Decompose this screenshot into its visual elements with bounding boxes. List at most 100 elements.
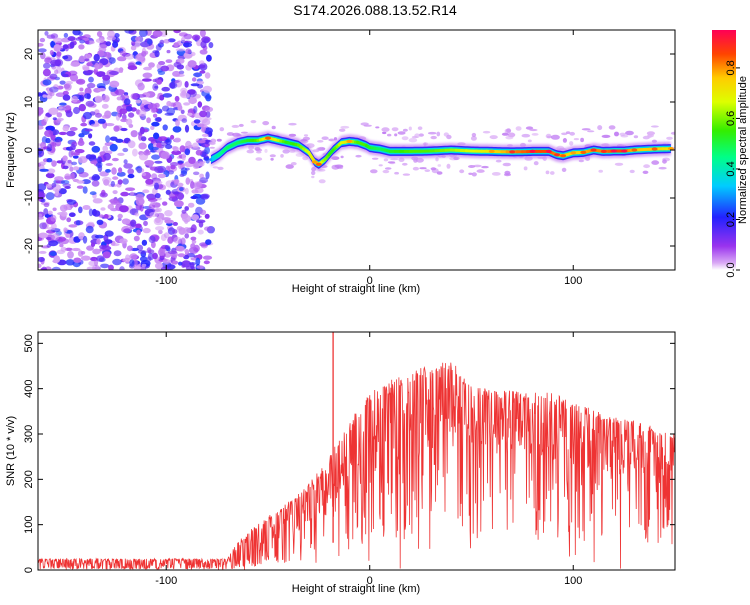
- noise-speckle: [209, 42, 214, 48]
- snr-ytick-label: 400: [23, 379, 35, 397]
- noise-speckle: [651, 125, 659, 127]
- noise-speckle: [170, 165, 175, 170]
- noise-speckle: [120, 192, 129, 197]
- noise-speckle: [178, 262, 182, 266]
- noise-speckle: [200, 195, 209, 200]
- noise-speckle: [202, 134, 209, 137]
- noise-speckle: [62, 56, 68, 60]
- noise-speckle: [155, 226, 164, 231]
- ridge-peak: [312, 160, 318, 163]
- noise-speckle: [104, 52, 111, 58]
- noise-speckle: [163, 39, 170, 44]
- noise-speckle: [247, 150, 255, 154]
- noise-speckle: [190, 263, 194, 270]
- noise-speckle: [532, 133, 539, 136]
- colorbar-tick-label: 0.4: [725, 161, 737, 176]
- noise-speckle: [46, 184, 53, 188]
- noise-speckle: [63, 227, 67, 232]
- noise-speckle: [136, 198, 145, 206]
- noise-speckle: [177, 64, 184, 69]
- ridge-peak: [316, 163, 322, 166]
- noise-speckle: [62, 155, 67, 161]
- noise-speckle: [99, 245, 107, 249]
- noise-speckle: [142, 264, 147, 267]
- noise-speckle: [86, 226, 94, 234]
- noise-speckle: [124, 159, 128, 164]
- noise-speckle: [174, 138, 181, 143]
- noise-speckle: [141, 51, 146, 57]
- noise-speckle: [193, 183, 201, 190]
- noise-speckle: [95, 235, 104, 239]
- noise-speckle: [185, 48, 191, 54]
- noise-speckle: [409, 138, 418, 142]
- noise-speckle: [100, 207, 105, 211]
- noise-speckle: [117, 56, 126, 61]
- noise-speckle: [69, 212, 76, 217]
- noise-speckle: [490, 135, 498, 139]
- noise-speckle: [481, 166, 489, 168]
- snr-xlabel: Height of straight line (km): [292, 583, 420, 595]
- noise-speckle: [130, 192, 134, 196]
- noise-speckle: [105, 135, 110, 142]
- noise-speckle: [178, 253, 185, 257]
- noise-speckle: [184, 233, 189, 238]
- noise-speckle: [105, 123, 114, 126]
- noise-speckle: [57, 160, 64, 163]
- noise-speckle: [62, 74, 69, 77]
- noise-speckle: [124, 98, 131, 105]
- noise-speckle: [175, 96, 180, 102]
- noise-speckle: [181, 37, 185, 43]
- noise-speckle: [70, 127, 78, 131]
- noise-speckle: [131, 130, 138, 137]
- noise-speckle: [206, 55, 212, 62]
- noise-speckle: [49, 74, 57, 80]
- noise-speckle: [84, 59, 89, 62]
- noise-speckle: [361, 122, 369, 125]
- noise-speckle: [78, 207, 83, 214]
- noise-speckle: [38, 48, 47, 52]
- noise-speckle: [142, 172, 147, 176]
- noise-speckle: [382, 132, 386, 134]
- noise-speckle: [154, 183, 159, 190]
- noise-speckle: [191, 83, 200, 86]
- noise-speckle: [96, 38, 105, 43]
- noise-speckle: [59, 132, 67, 135]
- noise-speckle: [319, 179, 326, 183]
- noise-speckle: [504, 171, 510, 175]
- noise-speckle: [50, 50, 54, 55]
- noise-speckle: [83, 66, 90, 70]
- noise-speckle: [142, 189, 149, 193]
- noise-speckle: [123, 163, 133, 169]
- noise-speckle: [63, 94, 71, 100]
- noise-speckle: [43, 79, 52, 85]
- noise-speckle: [125, 187, 135, 191]
- noise-speckle: [143, 228, 151, 233]
- noise-speckle: [65, 234, 70, 238]
- noise-speckle: [156, 79, 162, 84]
- noise-speckle: [172, 229, 177, 234]
- noise-speckle: [136, 166, 142, 174]
- noise-speckle: [394, 133, 397, 136]
- noise-speckle: [135, 224, 141, 229]
- noise-speckle: [39, 162, 46, 166]
- noise-speckle: [193, 172, 199, 176]
- noise-speckle: [142, 240, 147, 246]
- noise-speckle: [99, 44, 108, 48]
- noise-speckle: [87, 83, 96, 88]
- noise-speckle: [90, 160, 97, 164]
- noise-speckle: [126, 118, 132, 125]
- noise-speckle: [137, 83, 144, 91]
- noise-speckle: [173, 146, 179, 151]
- noise-speckle: [71, 96, 78, 103]
- noise-speckle: [193, 73, 202, 78]
- noise-speckle: [88, 77, 94, 83]
- noise-speckle: [191, 224, 197, 232]
- noise-speckle: [100, 264, 109, 269]
- noise-speckle: [192, 143, 199, 149]
- noise-speckle: [63, 44, 69, 49]
- noise-speckle: [39, 251, 47, 254]
- noise-speckle: [256, 151, 261, 154]
- noise-speckle: [200, 49, 208, 54]
- noise-speckle: [83, 186, 88, 194]
- noise-speckle: [181, 167, 188, 174]
